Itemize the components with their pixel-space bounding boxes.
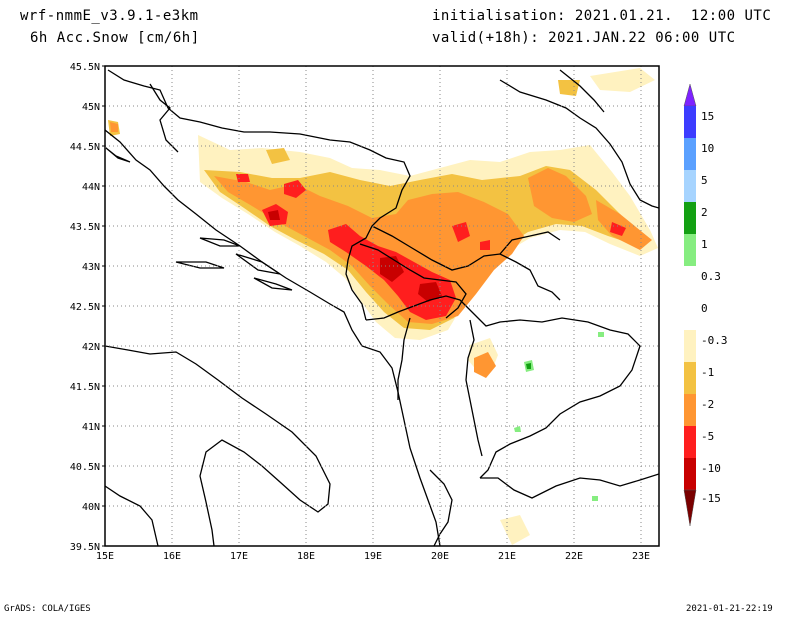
colorbar-label: 0.3	[701, 270, 721, 283]
lat-axis: 45.5N 45N 44.5N 44N 43.5N 43N 42.5N 42N …	[70, 62, 100, 553]
lat-tick: 44.5N	[70, 142, 100, 153]
colorbar-label: -10	[701, 462, 721, 475]
lat-tick: 42.5N	[70, 302, 100, 313]
colorbar-box	[684, 266, 696, 298]
colorbar-label: 0	[701, 302, 708, 315]
lat-tick: 44N	[82, 182, 100, 193]
colorbar-labels: 15 10 5 2 1 0.3 0 -0.3 -1 -2 -5 -10 -15	[701, 110, 728, 505]
graticule	[105, 66, 659, 546]
colorbar-top-arrow	[683, 83, 697, 107]
lat-tick: 40.5N	[70, 462, 100, 473]
colorbar-label: 5	[701, 174, 708, 187]
lat-tickmarks	[102, 65, 105, 547]
lon-tick: 20E	[431, 551, 449, 562]
snow-field	[108, 68, 658, 545]
colorbar-box	[684, 202, 696, 234]
lat-tick: 45N	[82, 102, 100, 113]
colorbar-box	[684, 426, 696, 458]
colorbar-label: 1	[701, 238, 708, 251]
coastlines-borders	[105, 69, 659, 546]
lon-tick: 16E	[163, 551, 181, 562]
colorbar-box	[684, 330, 696, 362]
colorbar-label: -0.3	[701, 334, 728, 347]
colorbar-label: -5	[701, 430, 714, 443]
lat-tick: 45.5N	[70, 62, 100, 73]
lon-tick: 21E	[498, 551, 516, 562]
lon-tick: 22E	[565, 551, 583, 562]
colorbar-label: 15	[701, 110, 714, 123]
lon-tick: 17E	[230, 551, 248, 562]
colorbar-label: -2	[701, 398, 714, 411]
lat-tick: 43.5N	[70, 222, 100, 233]
colorbar	[683, 83, 697, 527]
footer-timestamp: 2021-01-21-22:19	[686, 604, 773, 614]
colorbar-box	[684, 106, 696, 138]
lat-tick: 39.5N	[70, 542, 100, 553]
field-title: 6h Acc.Snow [cm/6h]	[30, 30, 200, 46]
colorbar-label: 2	[701, 206, 708, 219]
colorbar-box	[684, 362, 696, 394]
lat-tick: 41N	[82, 422, 100, 433]
colorbar-label: -15	[701, 492, 721, 505]
colorbar-box	[684, 138, 696, 170]
valid-time: valid(+18h): 2021.JAN.22 06:00 UTC	[432, 30, 736, 46]
init-time: initialisation: 2021.01.21. 12:00 UTC	[432, 8, 772, 24]
colorbar-bottom-arrow	[683, 489, 697, 527]
lon-tick: 15E	[96, 551, 114, 562]
footer-credit: GrADS: COLA/IGES	[4, 604, 91, 614]
lon-tick: 19E	[364, 551, 382, 562]
colorbar-box	[684, 298, 696, 330]
colorbar-box	[684, 458, 696, 490]
lat-tick: 40N	[82, 502, 100, 513]
lat-tick: 42N	[82, 342, 100, 353]
lon-tick: 23E	[632, 551, 650, 562]
lon-tick: 18E	[297, 551, 315, 562]
lat-tick: 41.5N	[70, 382, 100, 393]
model-title: wrf-nmmE_v3.9.1-e3km	[20, 8, 199, 24]
lon-axis: 15E 16E 17E 18E 19E 20E 21E 22E 23E	[96, 551, 650, 562]
colorbar-label: -1	[701, 366, 714, 379]
colorbar-label: 10	[701, 142, 714, 155]
colorbar-box	[684, 234, 696, 266]
lat-tick: 43N	[82, 262, 100, 273]
colorbar-box	[684, 394, 696, 426]
colorbar-box	[684, 170, 696, 202]
